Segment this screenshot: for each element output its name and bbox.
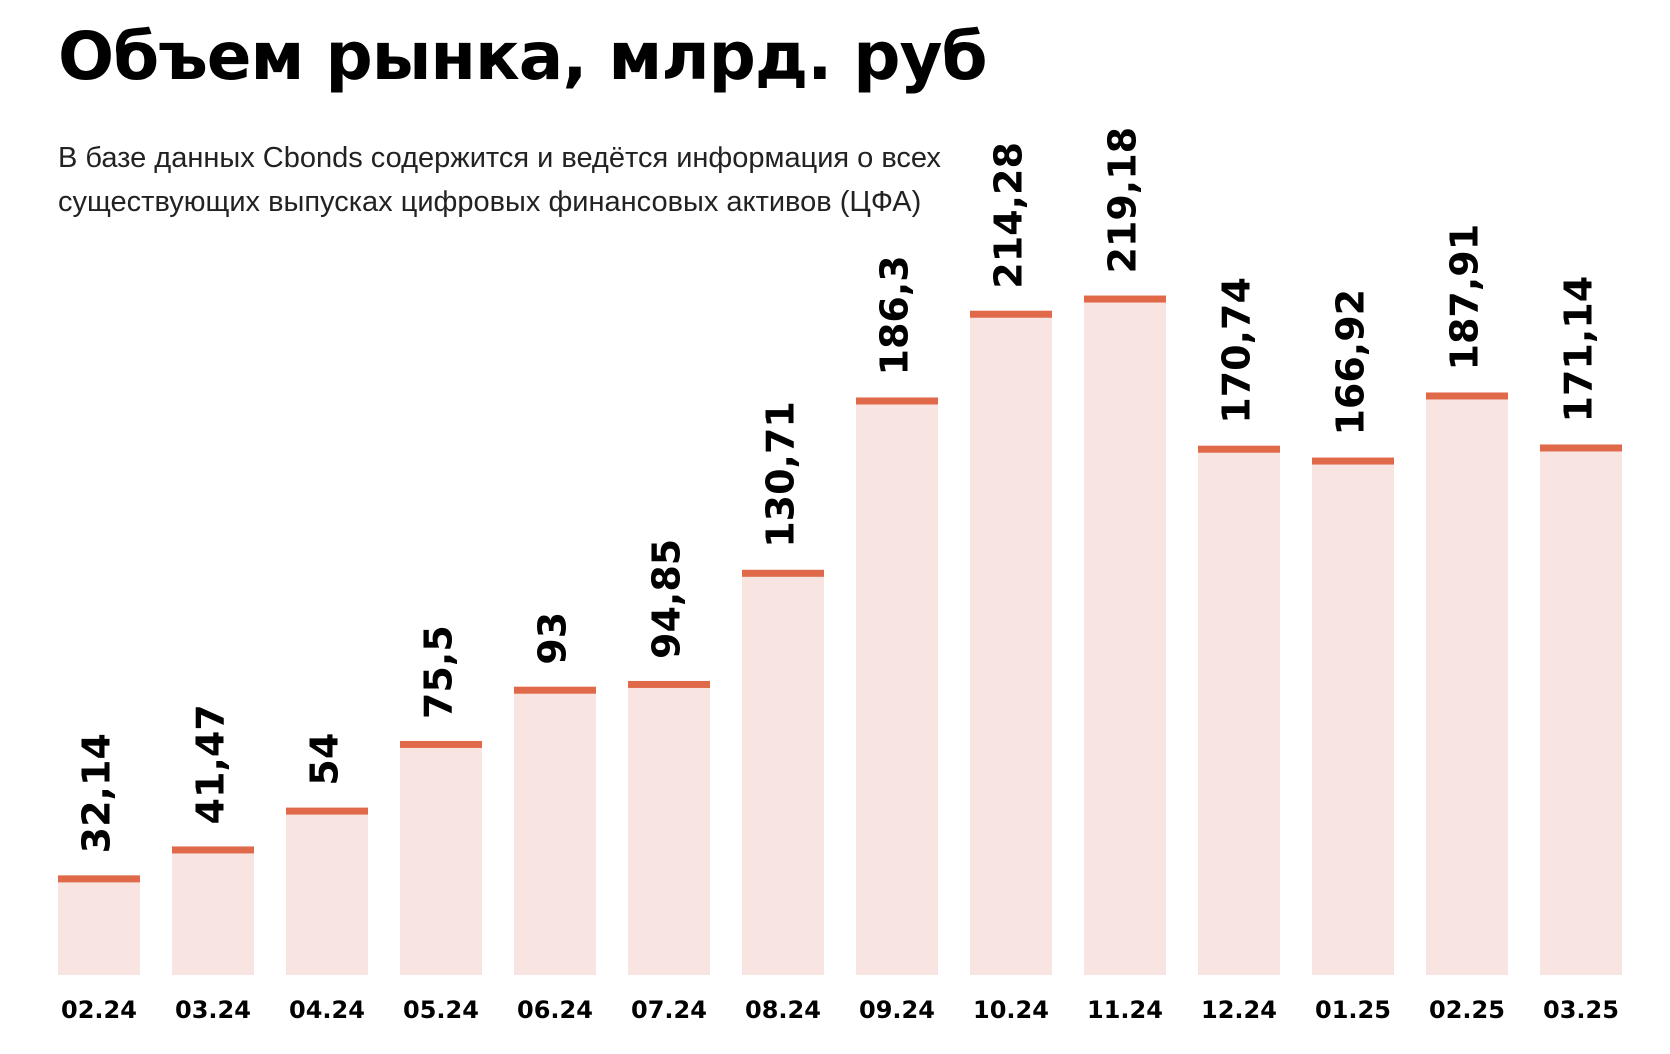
- category-label-12.24: 12.24: [1201, 996, 1277, 1024]
- bar-07.24: [628, 680, 710, 975]
- value-label-09.24: 186,3: [873, 255, 917, 375]
- bar-08.24: [742, 569, 824, 975]
- bar-11.24: [1084, 295, 1166, 975]
- bar-02.25: [1426, 392, 1508, 975]
- bar-06.24: [514, 686, 596, 975]
- value-label-12.24: 170,74: [1215, 277, 1259, 424]
- category-label-05.24: 05.24: [403, 996, 479, 1024]
- bar-03.25: [1540, 444, 1622, 975]
- bar-cap-09.24: [856, 397, 938, 405]
- category-labels-layer: 02.24 03.24 04.24 05.24 06.24 07.24 08.24 09.24…: [61, 996, 1619, 1024]
- bar-cap-06.24: [514, 686, 596, 694]
- category-label-04.24: 04.24: [289, 996, 365, 1024]
- value-labels-layer: 32,14 41,47 54 75,5 93 94,85 130,71 186,3 214,28…: [75, 127, 1601, 853]
- value-label-10.24: 214,28: [987, 142, 1031, 289]
- category-label-03.24: 03.24: [175, 996, 251, 1024]
- bar-cap-12.24: [1198, 445, 1280, 453]
- value-label-02.24: 32,14: [75, 733, 119, 853]
- value-label-03.24: 41,47: [189, 704, 233, 824]
- bar-cap-02.24: [58, 875, 140, 883]
- value-label-11.24: 219,18: [1101, 127, 1145, 274]
- value-label-03.25: 171,14: [1557, 276, 1601, 423]
- category-label-02.25: 02.25: [1429, 996, 1505, 1024]
- category-label-01.25: 01.25: [1315, 996, 1391, 1024]
- chart-subtitle: В базе данных Cbonds содержится и ведётс…: [58, 142, 941, 218]
- bar-cap-05.24: [400, 740, 482, 748]
- bar-cap-02.25: [1426, 392, 1508, 400]
- value-label-05.24: 75,5: [417, 625, 461, 719]
- category-label-07.24: 07.24: [631, 996, 707, 1024]
- category-label-10.24: 10.24: [973, 996, 1049, 1024]
- bars-layer: [58, 295, 1622, 976]
- bar-cap-11.24: [1084, 295, 1166, 303]
- bar-01.25: [1312, 457, 1394, 976]
- category-label-02.24: 02.24: [61, 996, 137, 1024]
- bar-cap-03.24: [172, 846, 254, 854]
- bar-05.24: [400, 740, 482, 975]
- bar-09.24: [856, 397, 938, 976]
- bar-cap-07.24: [628, 680, 710, 688]
- bar-cap-04.24: [286, 807, 368, 815]
- category-label-11.24: 11.24: [1087, 996, 1163, 1024]
- bar-10.24: [970, 310, 1052, 975]
- chart-title: Объем рынка, млрд. руб: [58, 18, 988, 95]
- bar-cap-10.24: [970, 310, 1052, 318]
- bar-04.24: [286, 807, 368, 975]
- bar-02.24: [58, 875, 140, 975]
- bar-cap-08.24: [742, 569, 824, 577]
- value-label-04.24: 54: [303, 733, 347, 786]
- value-label-07.24: 94,85: [645, 539, 689, 659]
- bar-cap-03.25: [1540, 444, 1622, 452]
- value-label-08.24: 130,71: [759, 401, 803, 548]
- bar-12.24: [1198, 445, 1280, 975]
- value-label-02.25: 187,91: [1443, 224, 1487, 371]
- bar-03.24: [172, 846, 254, 975]
- category-label-06.24: 06.24: [517, 996, 593, 1024]
- value-label-01.25: 166,92: [1329, 289, 1373, 436]
- category-label-03.25: 03.25: [1543, 996, 1619, 1024]
- bar-cap-01.25: [1312, 457, 1394, 465]
- category-label-08.24: 08.24: [745, 996, 821, 1024]
- category-label-09.24: 09.24: [859, 996, 935, 1024]
- value-label-06.24: 93: [531, 612, 575, 665]
